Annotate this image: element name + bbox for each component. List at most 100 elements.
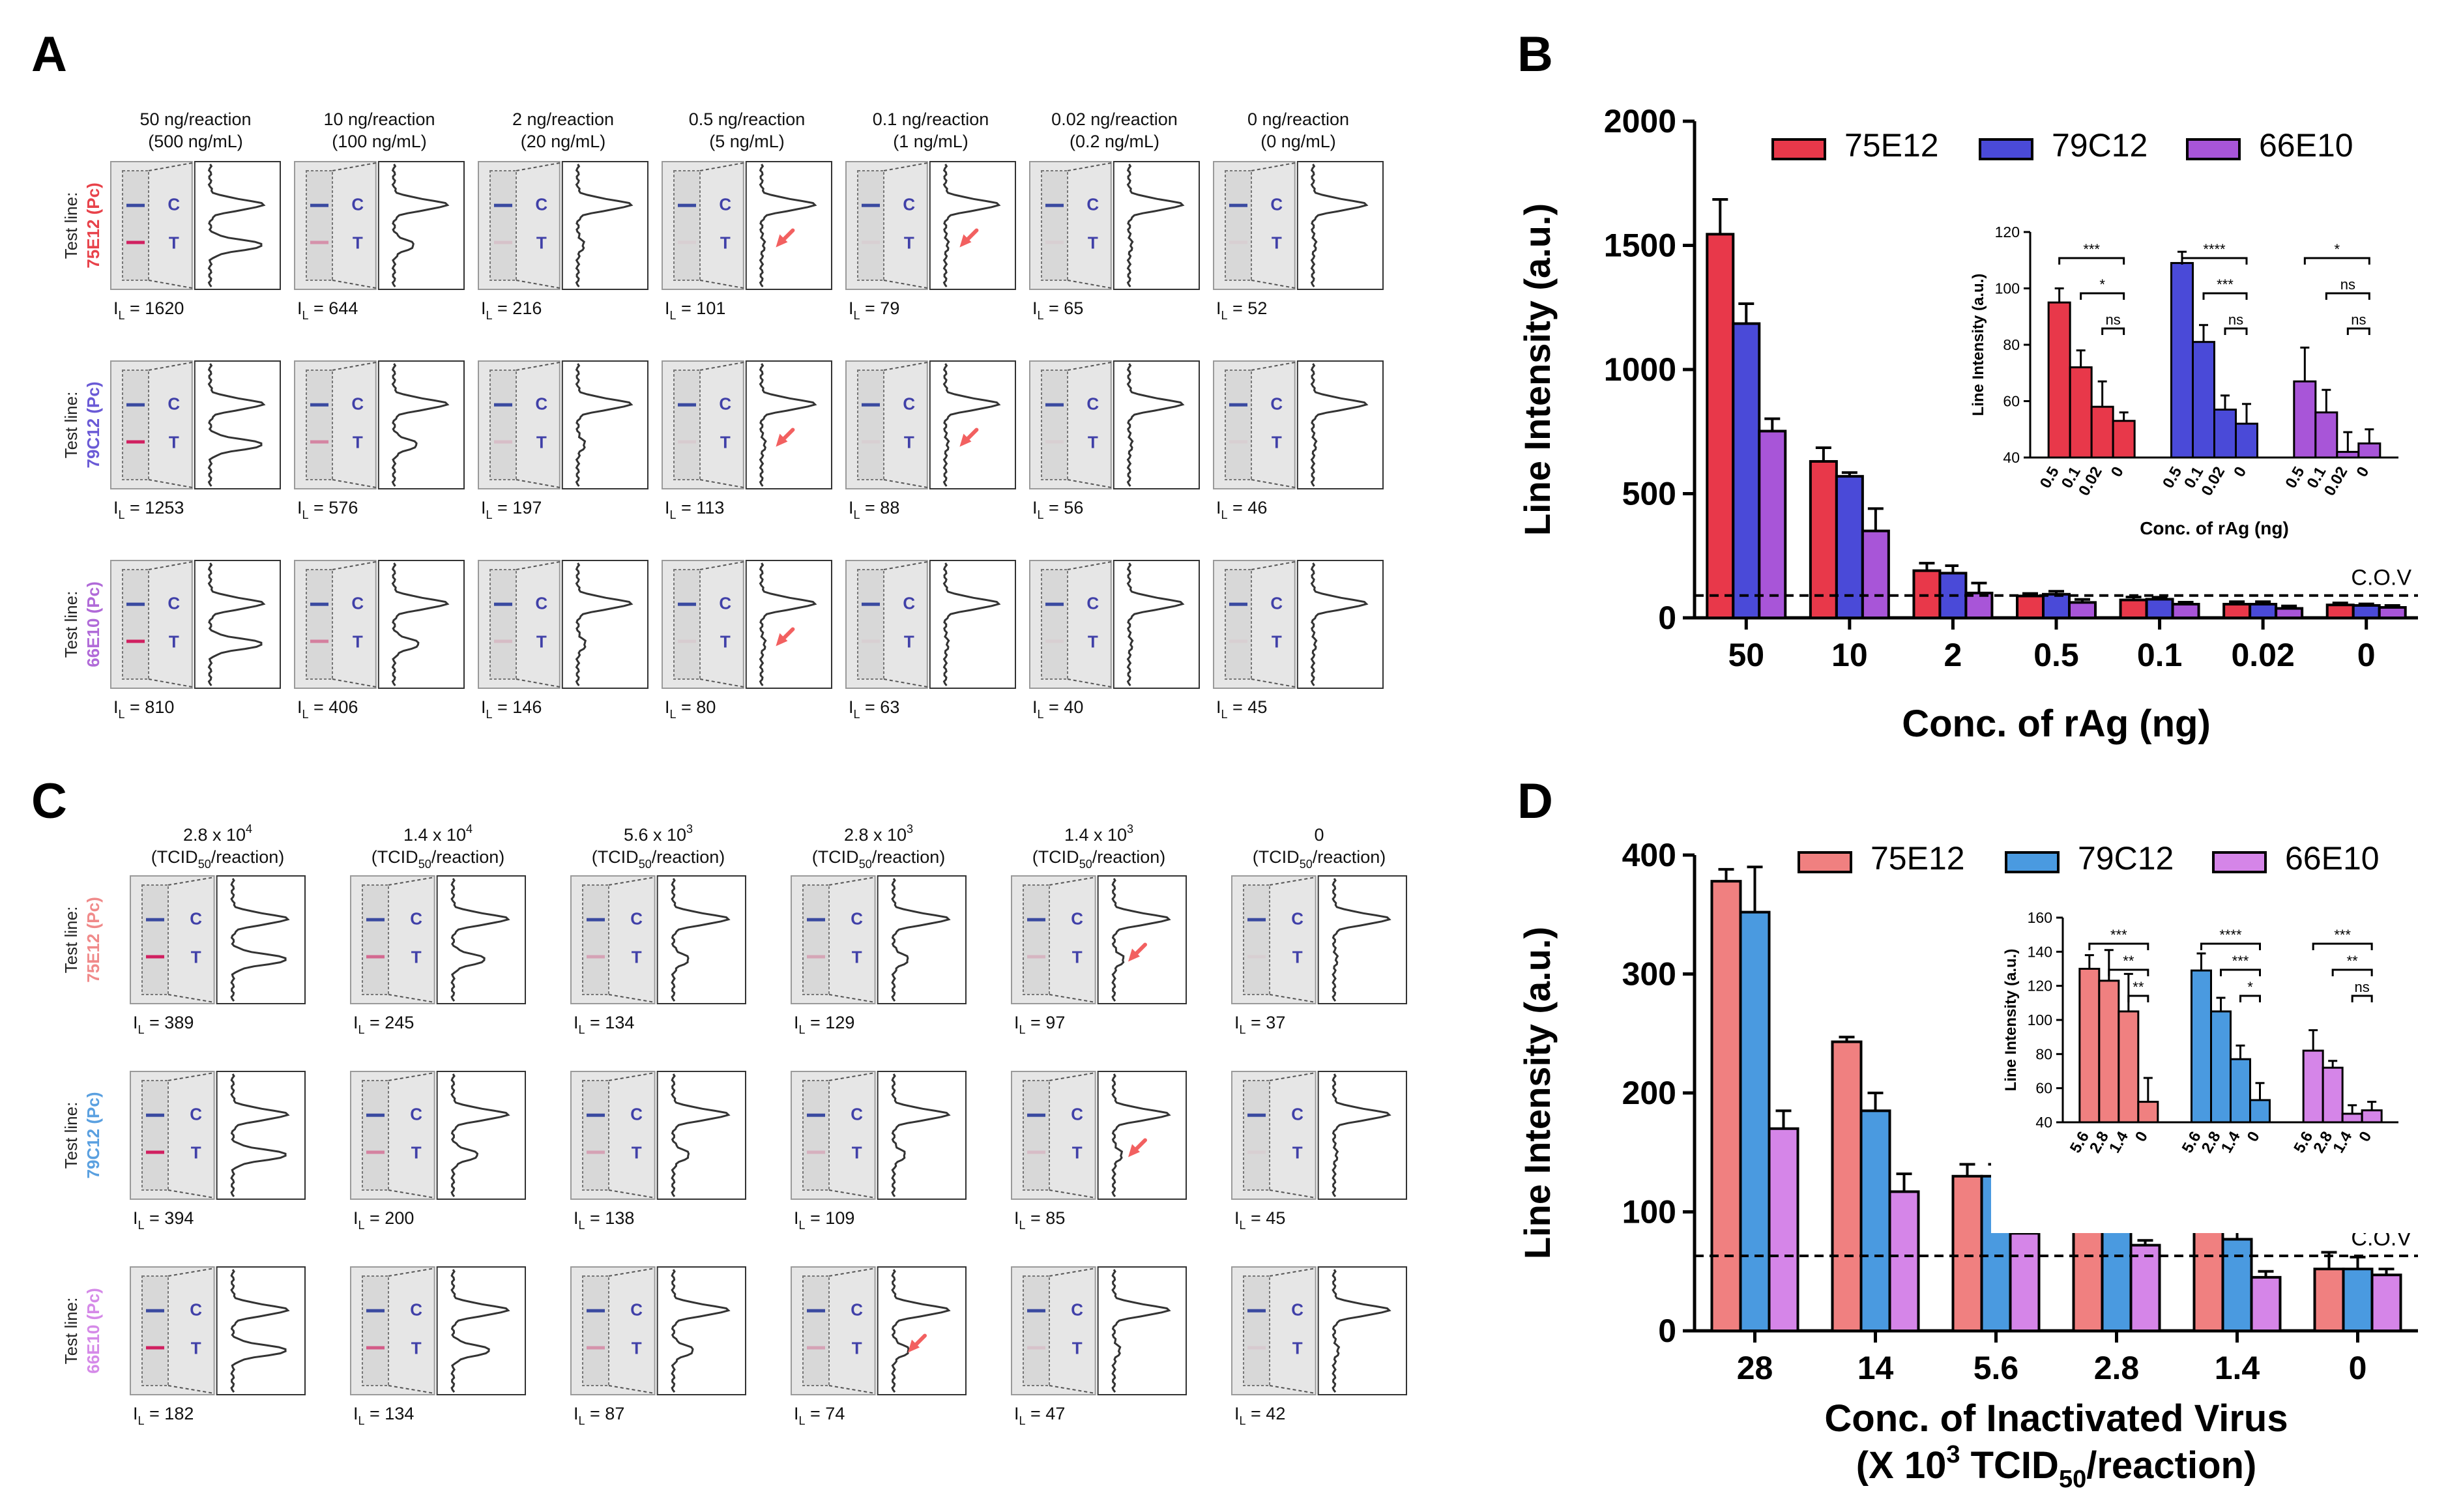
inset-significance-bracket: [2127, 995, 2149, 1002]
row-label-prefix-text: Test line:: [61, 591, 81, 658]
row-label-name-text: 79C12: [83, 414, 103, 469]
legend-label: 79C12: [2052, 127, 2148, 164]
strip-label-t: T: [1072, 947, 1083, 967]
zoom-line: [883, 561, 927, 570]
column-header-conc-text: /reaction): [1092, 847, 1166, 867]
strip-label-c: C: [1270, 593, 1283, 613]
intensity-profile-line: [759, 562, 817, 686]
strip-label-t: T: [1292, 1142, 1303, 1162]
line-intensity-prefix: I: [1032, 697, 1038, 717]
inset-y-axis-title: Line Intensity (a.u.): [1970, 274, 1987, 416]
line-intensity-subscript: L: [670, 708, 677, 721]
column-header-conc-text: (5 ng/mL): [709, 132, 785, 151]
row-label-name-text: 75E12: [83, 214, 103, 268]
x-axis-title-subscript: 50: [2059, 1466, 2086, 1493]
test-line: [862, 440, 880, 444]
strip-window: [122, 370, 149, 480]
inset-y-tick-label: 120: [2028, 978, 2052, 995]
line-intensity-prefix: I: [353, 1208, 358, 1228]
inset-bar-66E10: [2314, 411, 2338, 459]
zoom-line: [388, 877, 435, 886]
inset-y-tick-label: 120: [1995, 224, 2020, 240]
strip-label-c: C: [1071, 909, 1083, 928]
inset-significance-label: *: [2247, 979, 2253, 995]
intensity-profile-line: [759, 363, 817, 487]
line-intensity-subscript: L: [799, 1219, 806, 1232]
inset-bar-75E12: [2078, 968, 2101, 1124]
strip-window: [1023, 1080, 1050, 1191]
zoom-line: [883, 678, 927, 688]
legend-label: 66E10: [2285, 840, 2380, 877]
column-header-conc-text: (TCID: [1032, 847, 1079, 867]
zoom-line: [148, 561, 192, 570]
row-label-suffix-text: (Pc): [83, 1092, 103, 1124]
intensity-profile-line: [891, 878, 951, 1002]
signal-arrow-head: [959, 234, 972, 248]
line-intensity-subscript: L: [579, 1414, 585, 1427]
inset-significance-bracket: [2058, 257, 2125, 265]
legend-swatch: [1979, 138, 2033, 160]
line-intensity-number: = 394: [145, 1208, 194, 1228]
line-intensity-value: IL = 37: [1234, 1013, 1285, 1036]
intensity-profile-line: [575, 562, 633, 686]
signal-arrow-head: [776, 433, 788, 447]
inset-significance-bracket: [2331, 968, 2373, 976]
line-intensity-prefix: I: [297, 697, 302, 717]
zoom-line: [332, 280, 376, 289]
zoom-line: [1269, 1385, 1316, 1394]
line-intensity-number: = 576: [309, 498, 358, 517]
zoom-line: [1049, 1385, 1096, 1394]
control-line: [494, 403, 512, 407]
zoom-line: [699, 479, 744, 488]
inset-significance-label: ***: [2217, 276, 2234, 293]
strip-label-t: T: [191, 1142, 201, 1162]
strip-label-c: C: [1270, 194, 1283, 214]
y-tick-label: 1500: [1604, 227, 1676, 264]
strip-label-t: T: [169, 233, 179, 252]
line-intensity-value: IL = 109: [794, 1208, 854, 1232]
test-line: [1229, 440, 1247, 444]
zoom-line: [883, 362, 927, 371]
zoom-line: [148, 479, 192, 488]
line-intensity-subscript: L: [799, 1414, 806, 1427]
zoom-line: [148, 678, 192, 688]
strip-label-t: T: [1072, 1338, 1083, 1358]
x-tick-label: 0.1: [2137, 637, 2183, 673]
panel-label-b: B: [1517, 27, 1553, 82]
strip-label-t: T: [411, 947, 422, 967]
line-intensity-value: IL = 52: [1216, 298, 1267, 322]
bar-79C12: [1859, 1109, 1891, 1332]
test-line: [1045, 440, 1064, 444]
zoom-line: [883, 479, 927, 488]
inset-bar-75E12: [2137, 1101, 2159, 1124]
line-intensity-value: IL = 216: [481, 298, 542, 322]
row-label-prefix-text: Test line:: [61, 392, 81, 459]
row-label-suffix-text: (Pc): [83, 1288, 103, 1320]
line-intensity-value: IL = 406: [297, 697, 358, 721]
control-line: [366, 1113, 385, 1117]
line-intensity-value: IL = 1620: [113, 298, 184, 322]
intensity-profile-line: [1126, 164, 1185, 287]
test-line: [678, 240, 696, 244]
bar-66E10: [1888, 1190, 1920, 1332]
column-header-amount-text: 0.1 ng/reaction: [873, 109, 989, 129]
line-intensity-number: = 56: [1044, 498, 1084, 517]
strip-window: [673, 370, 701, 480]
line-intensity-prefix: I: [849, 697, 854, 717]
bar-66E10: [2250, 1275, 2282, 1332]
zoom-line: [699, 561, 744, 570]
x-tick-label: 2: [1944, 637, 1962, 673]
strip-label-c: C: [167, 394, 180, 413]
line-intensity-prefix: I: [1014, 1208, 1019, 1228]
intensity-profile-line: [942, 363, 1001, 487]
legend-swatch: [1798, 851, 1852, 873]
row-label-name: 79C12 (Pc): [83, 382, 103, 469]
column-header-conc: (TCID50/reaction): [1032, 847, 1166, 871]
intensity-profile-line: [1126, 562, 1185, 686]
strip-label-t: T: [720, 233, 731, 252]
strip-window: [802, 884, 830, 995]
inset-y-tick-label: 40: [2003, 449, 2020, 466]
intensity-profile-line: [1310, 164, 1369, 287]
panel-label-d: D: [1517, 774, 1553, 829]
control-line: [146, 1309, 164, 1313]
